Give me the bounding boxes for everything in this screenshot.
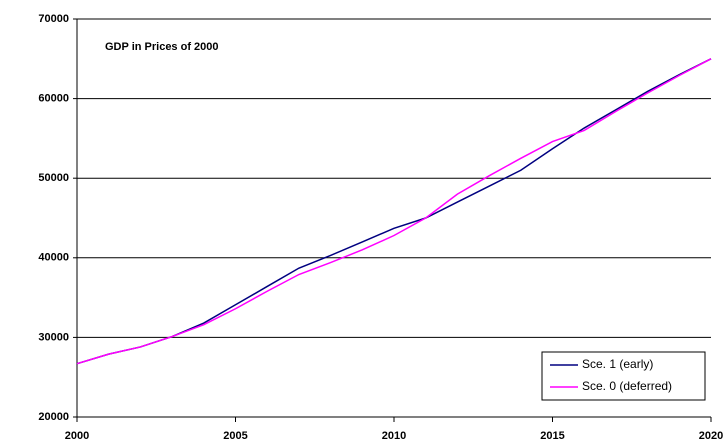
- series-line: [76, 58, 712, 365]
- x-tick-label: 2000: [65, 430, 89, 442]
- y-tick-label: 70000: [38, 13, 69, 25]
- chart-title: GDP in Prices of 2000: [105, 41, 219, 53]
- y-tick-label: 30000: [38, 331, 69, 343]
- series-line: [76, 58, 712, 365]
- x-tick-label: 2020: [699, 430, 723, 442]
- x-tick-label: 2005: [223, 430, 247, 442]
- legend-box: [541, 351, 706, 401]
- x-tick-label: 2015: [540, 430, 564, 442]
- legend-label: Sce. 1 (early): [582, 357, 653, 371]
- y-tick-label: 20000: [38, 411, 69, 423]
- y-tick-label: 50000: [38, 172, 69, 184]
- legend-label: Sce. 0 (deferred): [582, 379, 672, 393]
- x-tick-label: 2010: [382, 430, 406, 442]
- y-tick-label: 40000: [38, 252, 69, 264]
- y-tick-label: 60000: [38, 93, 69, 105]
